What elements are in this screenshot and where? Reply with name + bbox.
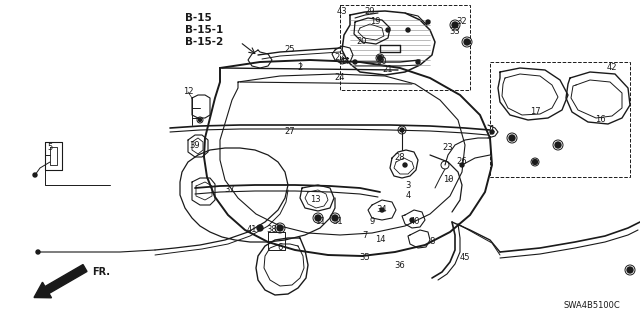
Text: 36: 36 xyxy=(395,261,405,270)
Text: 16: 16 xyxy=(595,115,605,124)
Text: FR.: FR. xyxy=(92,267,110,277)
Circle shape xyxy=(460,163,464,167)
Text: 8: 8 xyxy=(429,238,435,247)
Text: 33: 33 xyxy=(450,27,460,36)
Text: 4: 4 xyxy=(405,190,411,199)
Text: 29: 29 xyxy=(365,8,375,17)
Text: 21: 21 xyxy=(383,65,393,75)
Text: 1: 1 xyxy=(490,125,495,135)
Circle shape xyxy=(380,208,384,212)
Circle shape xyxy=(464,39,470,45)
Text: 3: 3 xyxy=(405,181,411,189)
Text: 2: 2 xyxy=(298,63,303,72)
Circle shape xyxy=(257,225,263,231)
Circle shape xyxy=(277,225,283,231)
FancyArrow shape xyxy=(34,264,87,298)
Circle shape xyxy=(386,28,390,32)
Text: 39: 39 xyxy=(189,140,200,150)
Text: 31: 31 xyxy=(333,218,343,226)
Circle shape xyxy=(416,60,420,64)
Circle shape xyxy=(36,250,40,254)
Text: 38: 38 xyxy=(267,226,277,234)
Text: 28: 28 xyxy=(395,153,405,162)
Bar xyxy=(490,62,630,177)
Text: 42: 42 xyxy=(607,63,617,72)
Circle shape xyxy=(406,28,410,32)
Circle shape xyxy=(490,130,494,134)
Text: 11: 11 xyxy=(315,218,325,226)
Text: 10: 10 xyxy=(443,175,453,184)
Text: 41: 41 xyxy=(247,226,257,234)
Text: 17: 17 xyxy=(530,108,540,116)
Text: 13: 13 xyxy=(310,196,320,204)
Circle shape xyxy=(410,218,414,222)
Text: 30: 30 xyxy=(377,57,387,66)
Circle shape xyxy=(332,215,338,221)
Text: B-15-2: B-15-2 xyxy=(185,37,223,47)
Circle shape xyxy=(198,118,202,122)
Text: 6: 6 xyxy=(277,243,283,253)
Circle shape xyxy=(555,142,561,148)
Text: 43: 43 xyxy=(337,8,348,17)
Text: B-15-1: B-15-1 xyxy=(185,25,223,35)
Text: 37: 37 xyxy=(225,186,236,195)
Text: B-15: B-15 xyxy=(185,13,212,23)
Text: 44: 44 xyxy=(340,57,350,66)
Circle shape xyxy=(33,173,37,177)
Text: 12: 12 xyxy=(183,87,193,97)
Text: 24: 24 xyxy=(335,73,345,83)
Circle shape xyxy=(403,163,407,167)
Text: 5: 5 xyxy=(47,144,52,152)
Text: 23: 23 xyxy=(443,144,453,152)
Circle shape xyxy=(627,267,633,273)
Text: 14: 14 xyxy=(375,235,385,244)
Circle shape xyxy=(315,215,321,221)
Text: 40: 40 xyxy=(410,218,420,226)
Text: 26: 26 xyxy=(457,158,467,167)
Text: 20: 20 xyxy=(356,38,367,47)
Circle shape xyxy=(426,20,430,24)
Bar xyxy=(340,5,470,90)
Circle shape xyxy=(452,22,458,28)
Text: 34: 34 xyxy=(377,205,387,214)
Text: 32: 32 xyxy=(457,18,467,26)
Circle shape xyxy=(353,60,357,64)
Text: 25: 25 xyxy=(285,46,295,55)
Text: 7: 7 xyxy=(362,231,368,240)
Text: 9: 9 xyxy=(369,218,374,226)
Circle shape xyxy=(532,160,538,165)
Text: 27: 27 xyxy=(285,128,295,137)
Circle shape xyxy=(400,128,404,132)
Text: 45: 45 xyxy=(460,254,470,263)
Text: 22: 22 xyxy=(335,54,345,63)
Text: SWA4B5100C: SWA4B5100C xyxy=(563,301,620,310)
Circle shape xyxy=(378,56,383,61)
Circle shape xyxy=(509,135,515,141)
Text: 19: 19 xyxy=(370,18,380,26)
Text: 35: 35 xyxy=(360,254,371,263)
